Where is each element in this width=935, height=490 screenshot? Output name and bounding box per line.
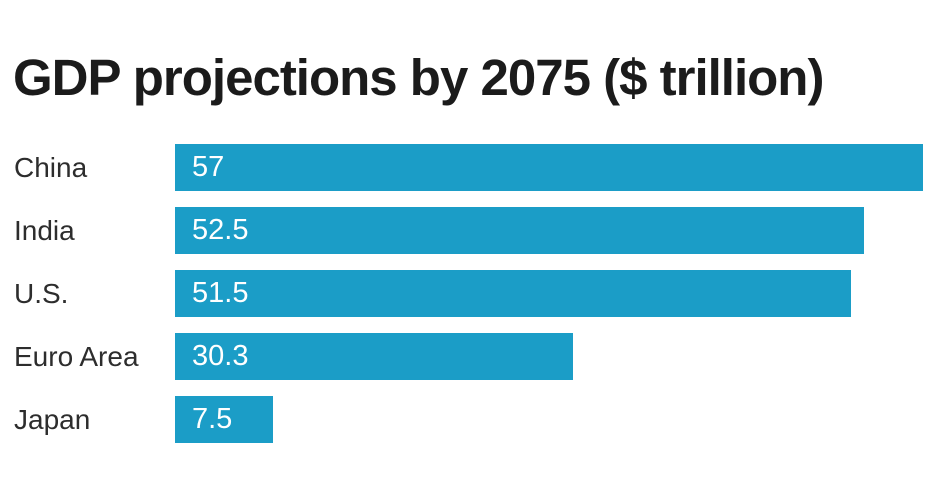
bar: 7.5 <box>175 396 274 443</box>
bar: 30.3 <box>175 333 573 380</box>
bar: 52.5 <box>175 207 864 254</box>
chart-row: Euro Area 30.3 <box>0 333 935 380</box>
chart-title: GDP projections by 2075 ($ trillion) <box>13 49 824 106</box>
bar-value-label: 52.5 <box>192 214 249 246</box>
bar: 57 <box>175 144 923 191</box>
bar-chart: China 57 India 52.5 U.S. 51.5 Euro Area … <box>0 144 935 459</box>
category-label: India <box>14 214 75 246</box>
bar-track: 30.3 <box>175 333 923 380</box>
bar-value-label: 51.5 <box>192 277 249 309</box>
category-label: Japan <box>14 403 91 435</box>
bar-track: 7.5 <box>175 396 923 443</box>
bar-value-label: 57 <box>192 151 225 183</box>
bar-value-label: 30.3 <box>192 340 249 372</box>
bar: 51.5 <box>175 270 851 317</box>
chart-row: U.S. 51.5 <box>0 270 935 317</box>
chart-row: Japan 7.5 <box>0 396 935 443</box>
bar-track: 52.5 <box>175 207 923 254</box>
category-label: China <box>14 151 88 183</box>
bar-value-label: 7.5 <box>192 403 233 435</box>
bar-track: 57 <box>175 144 923 191</box>
category-label: Euro Area <box>14 340 139 372</box>
bar-track: 51.5 <box>175 270 923 317</box>
chart-row: India 52.5 <box>0 207 935 254</box>
chart-row: China 57 <box>0 144 935 191</box>
category-label: U.S. <box>14 277 69 309</box>
